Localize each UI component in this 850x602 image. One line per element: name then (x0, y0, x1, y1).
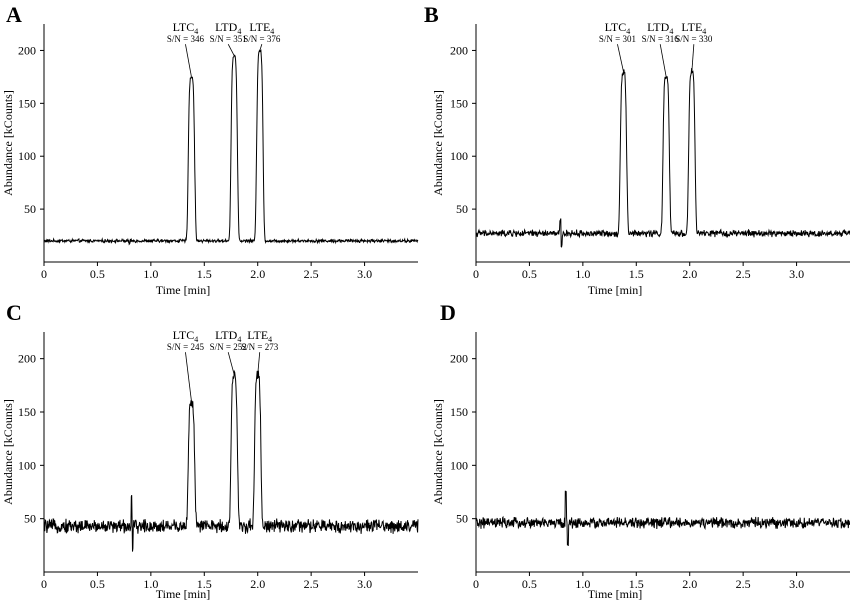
y-tick-label: 150 (450, 405, 468, 419)
peak-sn-label: S/N = 330 (675, 34, 713, 44)
chart-panel-d: D 0 0.5 1.0 1.5 2.0 2.5 3.0 50 100 150 200 Time [min… (431, 300, 850, 601)
y-tick-label: 50 (456, 202, 468, 216)
y-tick-label: 50 (24, 512, 36, 526)
x-tick-label: 2.5 (736, 267, 751, 281)
peak-sn-label: S/N = 351 (210, 34, 247, 44)
panel-label: C (6, 300, 22, 325)
y-tick-label: 100 (450, 458, 468, 472)
x-tick-label: 2.0 (250, 267, 265, 281)
chart-panel-c: C 0 0.5 1.0 1.5 2.0 2.5 3.0 50 100 150 200 Time [min… (1, 300, 419, 601)
peak-sn-label: S/N = 252 (210, 342, 247, 352)
x-tick-label: 1.0 (575, 267, 590, 281)
peak-leader-line (227, 352, 235, 375)
y-tick-label: 50 (24, 202, 36, 216)
y-tick-label: 100 (18, 149, 36, 163)
x-tick-label: 3.0 (357, 577, 372, 591)
x-axis-label: Time [min] (588, 587, 643, 601)
peak-leader-line (185, 352, 192, 402)
y-tick-label: 200 (18, 352, 36, 366)
x-tick-label: 2.5 (304, 267, 319, 281)
peak-label: LTD4 (215, 20, 241, 36)
x-axis-label: Time [min] (588, 283, 643, 297)
x-tick-label: 2.0 (682, 267, 697, 281)
peak-label: LTE4 (249, 20, 274, 36)
peak-sn-label: S/N = 316 (642, 34, 680, 44)
chromatogram-trace (43, 369, 419, 552)
x-tick-label: 1.5 (197, 577, 212, 591)
peak-label: LTD4 (215, 328, 241, 344)
y-tick-label: 200 (450, 352, 468, 366)
y-axis-label: Abundance [kCounts] (431, 90, 445, 196)
y-tick-label: 100 (18, 458, 36, 472)
x-tick-label: 2.5 (736, 577, 751, 591)
x-tick-label: 3.0 (789, 267, 804, 281)
x-tick-label: 1.5 (629, 577, 644, 591)
x-tick-label: 2.0 (250, 577, 265, 591)
peak-sn-label: S/N = 245 (167, 342, 205, 352)
chart-panel-a: A 0 0.5 1.0 1.5 2.0 2.5 3.0 50 100 150 200 Time [min… (1, 2, 419, 297)
peak-leader-line (227, 43, 235, 56)
peak-sn-label: S/N = 301 (599, 34, 636, 44)
panel-label: B (424, 2, 439, 27)
y-axis-label: Abundance [kCounts] (431, 399, 445, 505)
y-tick-label: 200 (450, 43, 468, 57)
peak-leader-line (257, 352, 261, 375)
chromatogram-trace (43, 49, 419, 246)
y-tick-label: 200 (18, 43, 36, 57)
y-tick-label: 150 (18, 405, 36, 419)
peak-label: LTE4 (247, 328, 272, 344)
x-tick-label: 2.5 (304, 577, 319, 591)
x-tick-label: 0.5 (90, 267, 105, 281)
peak-label: LTD4 (647, 20, 673, 36)
peak-leader-line (259, 44, 263, 51)
x-axis-label: Time [min] (156, 283, 211, 297)
x-tick-label: 3.0 (357, 267, 372, 281)
x-tick-label: 0.5 (90, 577, 105, 591)
peak-sn-label: S/N = 273 (241, 342, 279, 352)
y-axis-label: Abundance [kCounts] (1, 399, 15, 505)
x-tick-label: 0 (41, 577, 47, 591)
peak-leader-line (691, 44, 695, 72)
x-tick-label: 3.0 (789, 577, 804, 591)
x-axis-label: Time [min] (156, 587, 211, 601)
peak-label: LTC4 (173, 328, 199, 344)
x-tick-label: 1.5 (197, 267, 212, 281)
x-tick-label: 0 (473, 267, 479, 281)
peak-leader-line (185, 44, 192, 77)
x-tick-label: 0.5 (522, 577, 537, 591)
chromatogram-trace (475, 490, 850, 546)
y-tick-label: 150 (450, 96, 468, 110)
x-tick-label: 0 (41, 267, 47, 281)
peak-label: LTC4 (605, 20, 631, 36)
x-tick-label: 1.0 (143, 267, 158, 281)
panel-label: D (440, 300, 456, 325)
peak-leader-line (659, 44, 667, 77)
peak-sn-label: S/N = 376 (243, 34, 281, 44)
peak-label: LTC4 (173, 20, 199, 36)
chromatogram-trace (475, 68, 850, 248)
x-tick-label: 1.0 (575, 577, 590, 591)
y-tick-label: 50 (456, 512, 468, 526)
x-tick-label: 0 (473, 577, 479, 591)
x-tick-label: 1.0 (143, 577, 158, 591)
y-tick-label: 100 (450, 149, 468, 163)
x-tick-label: 2.0 (682, 577, 697, 591)
x-tick-label: 0.5 (522, 267, 537, 281)
peak-sn-label: S/N = 346 (167, 34, 205, 44)
panel-label: A (6, 2, 22, 27)
peak-leader-line (617, 44, 624, 72)
peak-label: LTE4 (681, 20, 706, 36)
y-tick-label: 150 (18, 96, 36, 110)
x-tick-label: 1.5 (629, 267, 644, 281)
chart-panel-b: B 0 0.5 1.0 1.5 2.0 2.5 3.0 50 100 150 200 Time [min… (424, 2, 850, 297)
y-axis-label: Abundance [kCounts] (1, 90, 15, 196)
